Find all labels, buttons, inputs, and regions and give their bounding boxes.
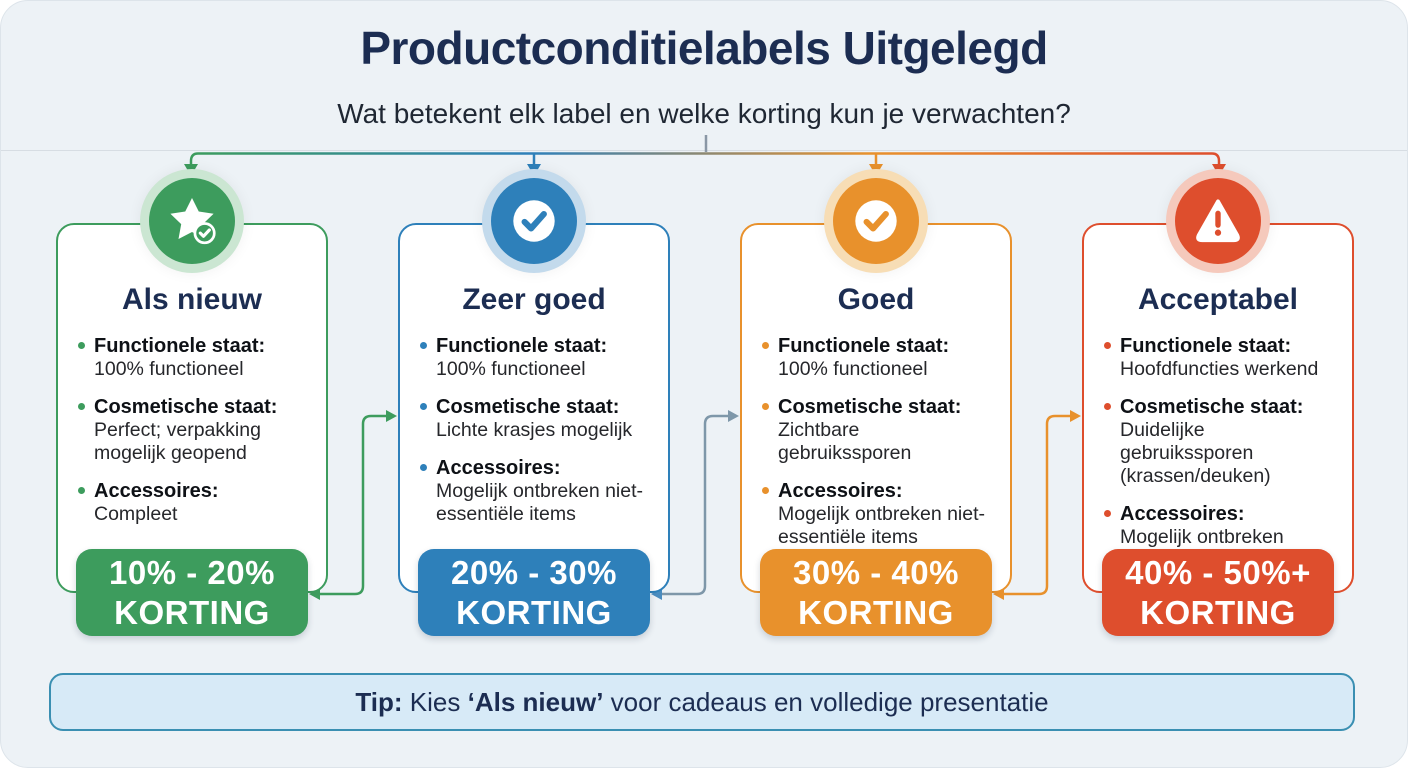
discount-badge: 10% - 20% KORTING xyxy=(76,549,308,636)
bullet-dot-icon xyxy=(420,403,427,410)
bullet-item: Accessoires: Mogelijk ontbreken niet-ess… xyxy=(758,479,994,549)
bullet-item: Cosmetische staat: Perfect; verpakking m… xyxy=(74,395,310,465)
bullet-text: Perfect; verpakking mogelijk geopend xyxy=(94,419,261,464)
condition-card-zeer-goed: Zeer goed Functionele staat: 100% functi… xyxy=(398,223,670,593)
bullet-label: Cosmetische staat: xyxy=(778,396,962,418)
card-icon-ring xyxy=(482,169,586,273)
discount-range: 30% - 40% xyxy=(793,553,959,591)
card-icon-ring xyxy=(140,169,244,273)
card-title: Goed xyxy=(837,283,915,316)
discount-range: 20% - 30% xyxy=(451,553,617,591)
bullet-text: Mogelijk ontbreken niet-essentiële items xyxy=(778,503,986,548)
card-icon-ring xyxy=(824,169,928,273)
bullet-text: 100% functioneel xyxy=(436,358,586,380)
bullet-text: Lichte krasjes mogelijk xyxy=(436,419,633,441)
card-icon-ring xyxy=(1166,169,1270,273)
discount-range: 40% - 50%+ xyxy=(1125,553,1311,591)
bullet-text: 100% functioneel xyxy=(778,358,928,380)
discount-range: 10% - 20% xyxy=(109,553,275,591)
bullet-label: Cosmetische staat: xyxy=(436,396,620,418)
discount-word: KORTING xyxy=(456,593,612,631)
condition-card-goed: Goed Functionele staat: 100% functioneel… xyxy=(740,223,1012,593)
condition-card-als-nieuw: Als nieuw Functionele staat: 100% functi… xyxy=(56,223,328,593)
bullet-item: Accessoires: Compleet xyxy=(74,479,310,526)
tip-prefix: Tip: xyxy=(355,686,403,717)
bullet-dot-icon xyxy=(1104,403,1111,410)
page-title: Productconditielabels Uitgelegd xyxy=(360,22,1048,74)
tip-banner: Tip: Kies ‘Als nieuw’ voor cadeaus en vo… xyxy=(49,673,1355,731)
bullet-text: Mogelijk ontbreken niet-essentiële items xyxy=(436,480,644,525)
bullet-label: Accessoires: xyxy=(1120,503,1245,525)
discount-badge: 40% - 50%+ KORTING xyxy=(1102,549,1334,636)
card-title: Acceptabel xyxy=(1137,283,1299,316)
bullet-dot-icon xyxy=(78,342,85,349)
check-circle-icon xyxy=(491,178,577,264)
warning-triangle-icon xyxy=(1175,178,1261,264)
bullet-label: Cosmetische staat: xyxy=(1120,396,1304,418)
bullet-text: Compleet xyxy=(94,503,178,525)
bullet-item: Functionele staat: Hoofdfuncties werkend xyxy=(1100,334,1336,381)
bullet-label: Functionele staat: xyxy=(436,335,608,357)
bullet-label: Accessoires: xyxy=(778,480,903,502)
bullet-dot-icon xyxy=(420,464,427,471)
divider-line xyxy=(1,150,1407,151)
card-title: Als nieuw xyxy=(121,283,263,316)
bullet-text: Zichtbare gebruikssporen xyxy=(778,419,912,464)
bullet-label: Functionele staat: xyxy=(94,335,266,357)
tip-text: voor cadeaus en volledige presentatie xyxy=(603,686,1049,717)
page-subtitle: Wat betekent elk label en welke korting … xyxy=(337,98,1071,129)
bullet-dot-icon xyxy=(762,342,769,349)
bullet-item: Cosmetische staat: Lichte krasjes mogeli… xyxy=(416,395,652,442)
bullet-label: Accessoires: xyxy=(436,457,561,479)
bullet-dot-icon xyxy=(78,487,85,494)
condition-card-acceptabel: Acceptabel Functionele staat: Hoofdfunct… xyxy=(1082,223,1354,593)
tip-highlight: ‘Als nieuw’ xyxy=(467,686,604,717)
bullet-label: Cosmetische staat: xyxy=(94,396,278,418)
discount-badge: 20% - 30% KORTING xyxy=(418,549,650,636)
bullet-item: Functionele staat: 100% functioneel xyxy=(758,334,994,381)
bullet-dot-icon xyxy=(78,403,85,410)
bullet-item: Cosmetische staat: Duidelijke gebruikssp… xyxy=(1100,395,1336,488)
bullet-dot-icon xyxy=(762,487,769,494)
bullet-item: Accessoires: Mogelijk ontbreken niet-ess… xyxy=(416,456,652,526)
bullet-text: 100% functioneel xyxy=(94,358,244,380)
bullet-dot-icon xyxy=(1104,510,1111,517)
card-title: Zeer goed xyxy=(462,283,606,316)
bullet-dot-icon xyxy=(420,342,427,349)
bullet-item: Functionele staat: 100% functioneel xyxy=(74,334,310,381)
discount-badge: 30% - 40% KORTING xyxy=(760,549,992,636)
bullet-dot-icon xyxy=(762,403,769,410)
bullet-item: Functionele staat: 100% functioneel xyxy=(416,334,652,381)
bullet-item: Cosmetische staat: Zichtbare gebruiksspo… xyxy=(758,395,994,465)
bullet-label: Functionele staat: xyxy=(1120,335,1292,357)
discount-word: KORTING xyxy=(1140,593,1296,631)
bullet-dot-icon xyxy=(1104,342,1111,349)
discount-word: KORTING xyxy=(798,593,954,631)
check-circle-icon xyxy=(833,178,919,264)
bullet-text: Hoofdfuncties werkend xyxy=(1120,358,1319,380)
tip-text: Kies xyxy=(402,686,468,717)
discount-word: KORTING xyxy=(114,593,270,631)
star-check-icon xyxy=(149,178,235,264)
bullet-label: Functionele staat: xyxy=(778,335,950,357)
bullet-text: Duidelijke gebruikssporen (krassen/deuke… xyxy=(1120,419,1271,487)
bullet-label: Accessoires: xyxy=(94,480,219,502)
